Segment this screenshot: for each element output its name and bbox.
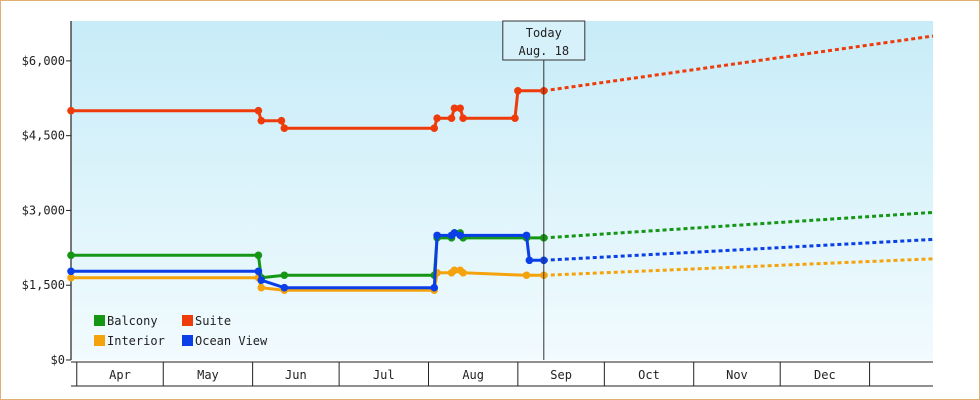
month-label-apr: Apr: [109, 368, 131, 382]
data-point-suite-2: [257, 116, 266, 125]
data-point-suite-12: [514, 86, 522, 95]
y-tick-label-3: $4,500: [22, 129, 65, 143]
data-point-suite-9: [456, 104, 464, 113]
data-point-suite-0: [67, 106, 75, 115]
month-label-dec: Dec: [814, 368, 836, 382]
month-label-jun: Jun: [285, 368, 307, 382]
data-point-balcony-0: [67, 251, 75, 260]
data-point-ocean-view-0: [67, 267, 75, 276]
month-label-aug: Aug: [462, 368, 484, 382]
data-point-ocean-view-2: [257, 276, 266, 285]
month-label-oct: Oct: [638, 368, 660, 382]
today-marker: Today Aug. 18: [502, 20, 586, 360]
data-point-ocean-view-3: [280, 283, 289, 292]
data-point-interior-9: [459, 268, 467, 277]
y-tick-label-2: $3,000: [22, 203, 65, 217]
today-date: Aug. 18: [519, 44, 570, 58]
month-label-may: May: [197, 368, 219, 382]
data-point-interior-7: [450, 266, 459, 275]
data-point-interior-2: [257, 283, 266, 292]
legend-swatch-balcony: [94, 315, 105, 326]
series-ocean-view: [67, 229, 934, 292]
data-point-suite-5: [430, 124, 439, 132]
legend-label-interior: Interior: [107, 334, 165, 348]
data-point-ocean-view-10: [525, 256, 534, 265]
legend-swatch-interior: [94, 335, 105, 346]
data-point-ocean-view-4: [430, 283, 439, 292]
series-suite: [67, 34, 934, 132]
data-point-suite-11: [511, 114, 519, 123]
y-tick-label-0: $0: [51, 353, 65, 367]
data-point-ocean-view-9: [522, 231, 531, 240]
data-point-ocean-view-1: [254, 267, 263, 276]
legend-label-ocean-view: Ocean View: [195, 334, 268, 348]
legend: Balcony Suite Interior Ocean View: [94, 314, 268, 348]
data-point-interior-10: [522, 271, 531, 280]
today-box: [502, 20, 586, 61]
forecast-line-ocean-view: [543, 237, 934, 262]
data-point-interior-0: [67, 273, 75, 282]
legend-label-suite: Suite: [195, 314, 231, 328]
data-point-ocean-view-5: [433, 231, 441, 240]
data-point-balcony-3: [280, 271, 289, 280]
data-point-ocean-view-8: [456, 231, 464, 240]
data-point-suite-8: [450, 104, 459, 113]
month-label-jul: Jul: [373, 368, 395, 382]
month-label-nov: Nov: [726, 368, 748, 382]
plot-area: [71, 21, 933, 360]
legend-swatch-ocean-view: [182, 335, 193, 346]
forecast-line-suite: [543, 34, 934, 93]
data-point-ocean-view-7: [450, 229, 459, 237]
forecast-line-balcony: [543, 210, 934, 240]
data-point-suite-4: [280, 124, 289, 132]
data-point-suite-6: [433, 114, 441, 123]
y-tick-label-4: $6,000: [22, 54, 65, 68]
legend-label-balcony: Balcony: [107, 314, 158, 328]
data-point-suite-7: [447, 114, 456, 123]
data-point-suite-3: [277, 116, 286, 125]
today-label: Today: [526, 26, 562, 40]
data-point-suite-10: [459, 114, 467, 123]
data-point-suite-1: [254, 106, 263, 115]
legend-swatch-suite: [182, 315, 193, 326]
data-point-balcony-1: [254, 251, 263, 260]
month-label-sep: Sep: [550, 368, 572, 382]
series-lines: [67, 34, 934, 295]
y-tick-label-1: $1,500: [22, 278, 65, 292]
forecast-line-interior: [543, 257, 934, 277]
y-axis: $0 $1,500 $3,000 $4,500 $6,000: [22, 21, 72, 367]
x-axis: Apr May Jun Jul Aug Sep Oct Nov Dec: [71, 361, 933, 387]
